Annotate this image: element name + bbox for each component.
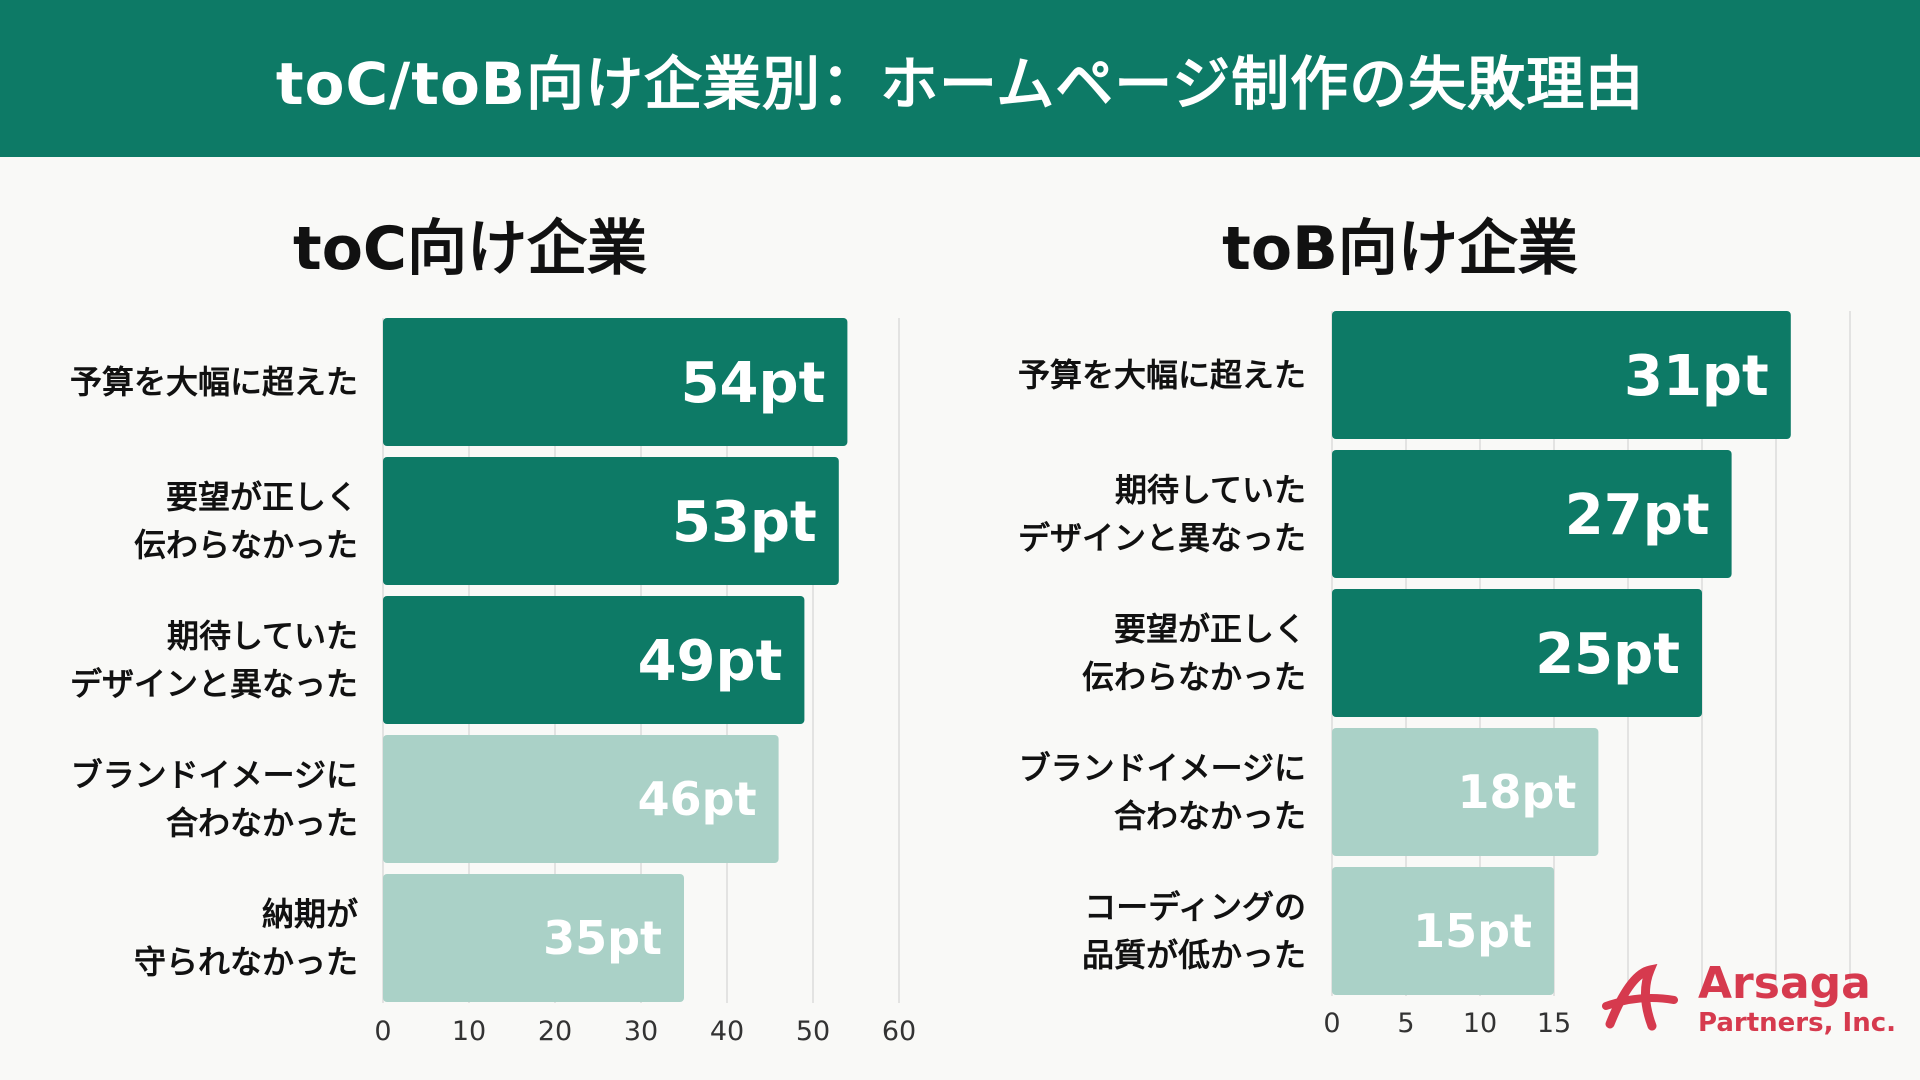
tob-bar <box>1332 311 1791 439</box>
header-banner: toC/toB向け企業別：ホームページ制作の失敗理由 <box>0 0 1920 157</box>
toc-bar-value-label: 54pt <box>681 351 826 416</box>
toc-category-label: 守られなかった <box>134 943 358 981</box>
company-logo: Arsaga Partners, Inc. <box>1600 958 1900 1038</box>
tob-category-label: ブランドイメージに <box>1019 749 1306 787</box>
toc-bar <box>383 874 684 1002</box>
toc-x-tick-label: 60 <box>882 1016 916 1047</box>
tob-category-label: 伝わらなかった <box>1082 658 1306 696</box>
page-title: toC/toB向け企業別：ホームページ制作の失敗理由 <box>275 49 1645 118</box>
tob-category-label: 要望が正しく <box>1114 610 1306 648</box>
toc-category-label: 納期が <box>262 895 358 933</box>
toc-chart-title: toC向け企業 <box>293 214 647 284</box>
toc-category-label: 伝わらなかった <box>134 526 358 564</box>
toc-x-tick-label: 30 <box>624 1016 658 1047</box>
toc-x-tick-label: 0 <box>374 1016 391 1047</box>
arsaga-logo-icon <box>1602 964 1678 1031</box>
tob-bar-value-label: 18pt <box>1457 765 1576 819</box>
tob-bar-value-label: 31pt <box>1624 344 1769 409</box>
toc-category-label: 合わなかった <box>166 804 358 842</box>
tob-bar-value-label: 15pt <box>1413 904 1532 958</box>
tob-bar <box>1332 589 1702 717</box>
tob-bar-value-label: 27pt <box>1565 483 1710 548</box>
toc-x-tick-label: 50 <box>796 1016 830 1047</box>
toc-x-tick-label: 20 <box>538 1016 572 1047</box>
tob-bar-value-label: 25pt <box>1535 622 1680 687</box>
tob-category-label: コーディングの <box>1084 888 1306 926</box>
toc-bar <box>383 318 848 446</box>
tob-chart-title: toB向け企業 <box>1222 214 1578 284</box>
toc-bar <box>383 735 779 863</box>
toc-category-label: デザインと異なった <box>70 665 358 703</box>
toc-x-tick-label: 40 <box>710 1016 744 1047</box>
toc-bar-value-label: 35pt <box>543 911 662 965</box>
toc-category-label: 要望が正しく <box>166 478 358 516</box>
logo-subtitle: Partners, Inc. <box>1698 1008 1896 1038</box>
logo-name: Arsaga <box>1698 958 1871 1009</box>
tob-category-label: 予算を大幅に超えた <box>1018 356 1306 394</box>
tob-category-label: 合わなかった <box>1114 797 1306 835</box>
tob-x-tick-label: 15 <box>1537 1008 1571 1039</box>
toc-bar-value-label: 53pt <box>672 490 817 555</box>
toc-bar-value-label: 49pt <box>638 629 783 694</box>
tob-bar <box>1332 867 1554 995</box>
tob-x-tick-label: 10 <box>1463 1008 1497 1039</box>
toc-category-label: 期待していた <box>167 617 358 655</box>
tob-bar <box>1332 450 1732 578</box>
toc-category-label: 予算を大幅に超えた <box>70 363 358 401</box>
toc-bar <box>383 596 805 724</box>
tob-category-label: デザインと異なった <box>1018 519 1306 557</box>
toc-bar <box>383 457 839 585</box>
tob-x-tick-label: 5 <box>1397 1008 1414 1039</box>
tob-x-tick-label: 0 <box>1323 1008 1340 1039</box>
toc-category-label: ブランドイメージに <box>71 756 358 794</box>
tob-category-label: 期待していた <box>1115 471 1306 509</box>
tob-bar <box>1332 728 1599 856</box>
toc-x-tick-label: 10 <box>452 1016 486 1047</box>
tob-category-label: 品質が低かった <box>1082 936 1306 974</box>
toc-bar-value-label: 46pt <box>638 772 757 826</box>
